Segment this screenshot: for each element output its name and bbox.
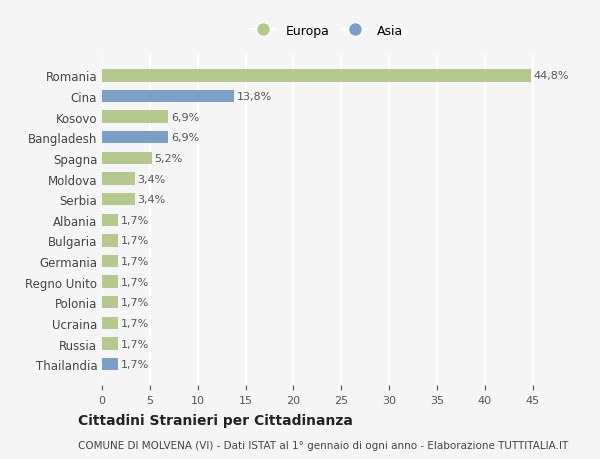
Text: 1,7%: 1,7%	[121, 318, 149, 328]
Bar	[102, 132, 168, 144]
Text: 3,4%: 3,4%	[137, 174, 166, 184]
Bar	[102, 235, 118, 247]
Text: 1,7%: 1,7%	[121, 297, 149, 308]
Text: 13,8%: 13,8%	[237, 92, 272, 102]
Text: 6,9%: 6,9%	[171, 112, 199, 123]
Bar	[102, 338, 118, 350]
Bar	[102, 91, 234, 103]
Text: 1,7%: 1,7%	[121, 277, 149, 287]
Bar	[102, 173, 134, 185]
Bar	[102, 297, 118, 309]
Text: 1,7%: 1,7%	[121, 359, 149, 369]
Bar	[102, 152, 152, 165]
Bar	[102, 70, 531, 83]
Bar	[102, 194, 134, 206]
Text: 1,7%: 1,7%	[121, 236, 149, 246]
Bar	[102, 111, 168, 123]
Text: 5,2%: 5,2%	[155, 154, 183, 163]
Bar	[102, 214, 118, 226]
Text: 1,7%: 1,7%	[121, 215, 149, 225]
Text: Cittadini Stranieri per Cittadinanza: Cittadini Stranieri per Cittadinanza	[78, 413, 353, 427]
Text: 3,4%: 3,4%	[137, 195, 166, 205]
Bar	[102, 358, 118, 370]
Text: 44,8%: 44,8%	[534, 71, 569, 81]
Text: 1,7%: 1,7%	[121, 257, 149, 267]
Bar	[102, 276, 118, 288]
Legend: Europa, Asia: Europa, Asia	[244, 18, 410, 44]
Bar	[102, 317, 118, 330]
Bar	[102, 255, 118, 268]
Text: 6,9%: 6,9%	[171, 133, 199, 143]
Text: 1,7%: 1,7%	[121, 339, 149, 349]
Text: COMUNE DI MOLVENA (VI) - Dati ISTAT al 1° gennaio di ogni anno - Elaborazione TU: COMUNE DI MOLVENA (VI) - Dati ISTAT al 1…	[78, 440, 568, 450]
